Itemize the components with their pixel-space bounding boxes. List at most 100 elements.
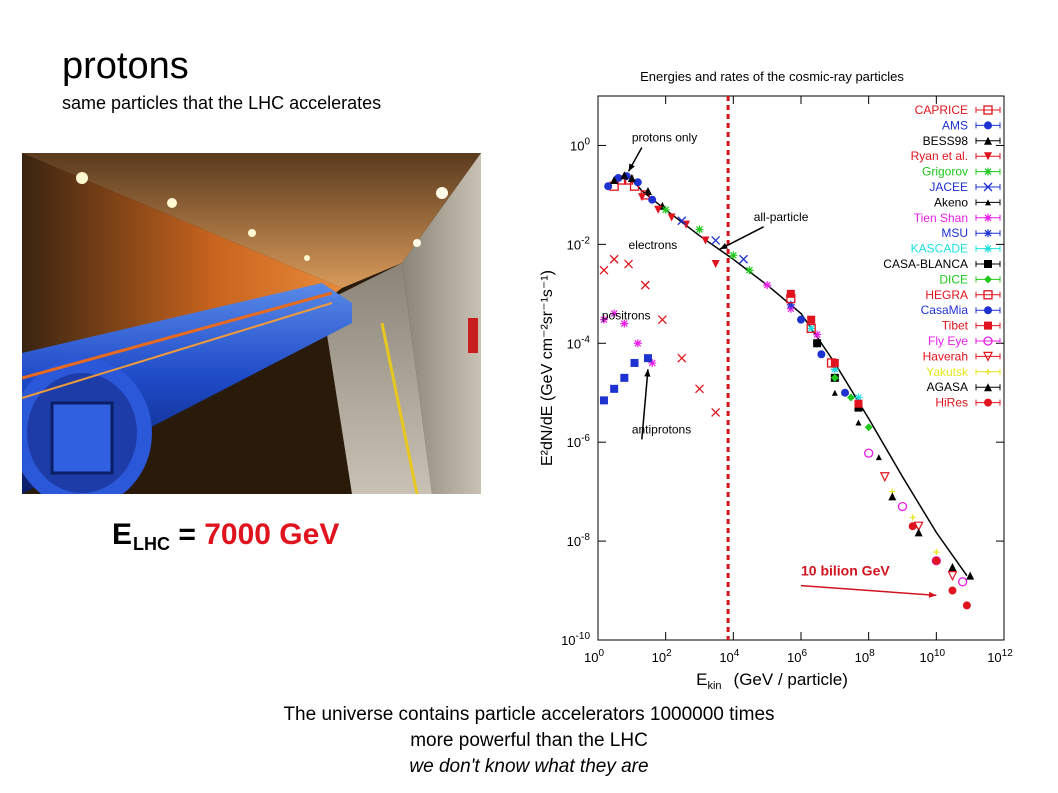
x-tick-label-0: 100 — [584, 648, 604, 665]
data-point-15-0 — [864, 448, 874, 458]
data-point-15-3 — [958, 577, 968, 587]
legend-label-13: CasaMia — [921, 303, 969, 317]
data-point-22-3 — [630, 358, 639, 367]
legend-label-8: MSU — [941, 226, 968, 240]
energy-subscript: LHC — [133, 534, 171, 554]
data-point-5-0 — [677, 216, 687, 226]
legend-label-10: CASA-BLANCA — [883, 257, 968, 271]
data-point-18-0 — [888, 492, 897, 501]
legend-label-12: HEGRA — [925, 288, 968, 302]
data-point-1-4 — [648, 195, 657, 204]
data-point-4-3 — [745, 266, 754, 275]
chart-title: Energies and rates of the cosmic-ray par… — [640, 69, 904, 84]
annotation-4: antiprotons — [632, 422, 691, 436]
data-point-22-2 — [620, 373, 629, 382]
energy-symbol: E — [112, 518, 133, 551]
legend-marker-17 — [985, 368, 991, 375]
data-marks — [599, 96, 975, 640]
data-point-21-2 — [620, 319, 629, 328]
legend-label-4: Grigorov — [922, 165, 968, 179]
legend-marker-4 — [984, 167, 992, 176]
data-point-21-0 — [599, 315, 608, 324]
data-point-5-1 — [711, 235, 721, 245]
data-point-8-0 — [786, 300, 795, 309]
x-tick-label-5: 1010 — [920, 648, 946, 665]
legend-marker-19 — [984, 398, 992, 407]
legend-label-17: Yakutsk — [926, 365, 969, 379]
data-point-4-1 — [695, 225, 704, 234]
annotation-2: electrons — [629, 238, 678, 252]
data-point-19-0 — [908, 522, 917, 531]
data-point-21-4 — [648, 358, 657, 367]
x-axis-label-main: E — [696, 670, 707, 689]
data-point-3-0 — [638, 193, 647, 202]
data-point-19-1 — [932, 556, 941, 565]
data-point-20-0 — [599, 265, 609, 275]
footer-line-3: we don't know what they are — [409, 756, 649, 777]
y-axis-label: E²dN/dE (GeV cm⁻²sr⁻¹s⁻¹) — [539, 270, 556, 466]
data-point-10-0 — [813, 339, 822, 348]
y-tick-label-2: 10-4 — [567, 334, 591, 351]
data-point-1-1 — [614, 173, 623, 182]
legend-label-5: JACEE — [929, 180, 968, 194]
data-point-14-3 — [854, 399, 863, 408]
data-point-22-1 — [610, 384, 619, 393]
data-point-17-1 — [909, 514, 916, 521]
data-point-12-1 — [806, 323, 816, 334]
slide-subtitle: same particles that the LHC accelerates — [62, 93, 382, 113]
annotation-3: positrons — [602, 309, 651, 323]
x-axis-label-units: (GeV / particle) — [734, 670, 848, 689]
data-point-9-2 — [854, 393, 863, 402]
data-point-11-0 — [830, 373, 839, 382]
annotation-arrow-1 — [719, 226, 765, 250]
data-point-3-5 — [711, 260, 720, 269]
data-point-20-5 — [677, 353, 687, 363]
data-point-20-3 — [640, 280, 650, 290]
data-point-3-2 — [667, 213, 676, 222]
legend-marker-11 — [984, 275, 992, 284]
data-point-17-2 — [933, 549, 940, 556]
x-tick-label-4: 108 — [855, 648, 875, 665]
legend-marker-6 — [985, 199, 991, 206]
x-tick-label-1: 102 — [652, 648, 672, 665]
lhc-tunnel-illustration — [22, 153, 481, 494]
data-point-18-3 — [966, 571, 975, 580]
data-point-18-2 — [948, 562, 957, 571]
legend-label-1: AMS — [942, 118, 968, 132]
data-point-22-0 — [599, 396, 608, 405]
legend-label-18: AGASA — [927, 380, 968, 394]
data-point-20-2 — [624, 259, 634, 269]
data-point-1-3 — [633, 178, 642, 187]
annotations: protons only all-particle electrons positro… — [602, 131, 937, 598]
data-point-19-2 — [948, 586, 957, 595]
data-point-20-1 — [609, 254, 619, 264]
all-particle-curve — [618, 174, 968, 577]
legend-label-0: CAPRICE — [915, 103, 968, 117]
data-point-15-1 — [897, 501, 908, 512]
x-axis-label: Ekin (GeV / particle) — [696, 670, 848, 690]
legend-label-11: DICE — [939, 272, 968, 286]
data-point-2-2 — [627, 173, 636, 182]
legend-marker-7 — [984, 213, 992, 222]
legend-label-9: KASCADE — [911, 242, 968, 256]
data-point-2-1 — [620, 171, 629, 180]
annotation-arrow-5 — [800, 584, 937, 597]
data-point-19-3 — [962, 601, 971, 610]
data-point-7-2 — [813, 330, 822, 339]
annotation-arrowhead-1 — [719, 243, 728, 250]
data-point-16-0 — [879, 472, 890, 483]
axis-ticks: 100 102 104 106 108 1010 1012 100 10-2 10-4 10-6 10… — [561, 96, 1013, 665]
data-point-14-1 — [807, 315, 816, 324]
data-point-11-1 — [846, 393, 855, 402]
data-point-2-3 — [643, 186, 652, 195]
data-point-11-2 — [864, 423, 873, 432]
legend-label-3: Ryan et al. — [911, 149, 968, 163]
slide-title: protons — [62, 45, 189, 87]
data-point-6-0 — [831, 389, 838, 396]
x-tick-label-6: 1012 — [987, 648, 1013, 665]
y-tick-label-0: 100 — [570, 136, 590, 153]
data-point-4-2 — [729, 251, 738, 260]
energy-equals: = — [178, 518, 196, 551]
legend-label-14: Tibet — [942, 319, 969, 333]
